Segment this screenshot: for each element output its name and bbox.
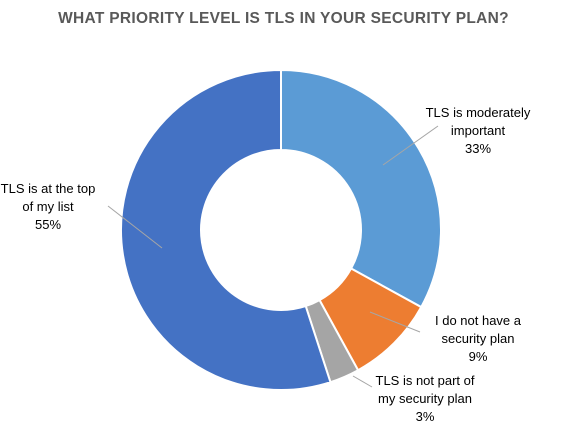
chart-title: WHAT PRIORITY LEVEL IS TLS IN YOUR SECUR… [58,10,509,27]
data-label-line: my security plan [378,391,472,406]
leader-line-tls-is-not-part-of-my-security-plan [352,375,373,388]
data-label-line: TLS is at the top [1,181,96,196]
data-label-line: of my list [22,199,74,214]
data-label-line: important [451,123,506,138]
data-label-percent: 3% [416,409,435,424]
data-label-line: TLS is not part of [376,373,475,388]
data-label-line: security plan [442,331,515,346]
data-label-percent: 55% [35,217,61,232]
leader-lines-layer [107,125,439,388]
data-label-percent: 33% [465,141,491,156]
data-label-line: I do not have a [435,313,522,328]
data-label-line: TLS is moderately [426,105,531,120]
data-label-percent: 9% [469,349,488,364]
leader-line-tls-is-at-the-top-of-my-list [107,205,163,249]
leader-line-i-do-not-have-a-security-plan [369,311,421,333]
data-label-i-do-not-have-a-security-plan: I do not have a security plan 9% [435,313,522,364]
donut-slice-tls-is-moderately-important [280,68,442,309]
donut-slice-tls-is-at-the-top-of-my-list [120,68,332,391]
slices-layer [120,68,442,391]
data-label-tls-is-not-part-of-my-security-plan: TLS is not part of my security plan 3% [376,373,475,424]
data-labels-layer: TLS is moderately important 33% I do not ha… [1,105,531,424]
leader-line-tls-is-moderately-important [382,125,439,166]
data-label-tls-is-moderately-important: TLS is moderately important 33% [426,105,531,156]
data-label-tls-is-at-the-top-of-my-list: TLS is at the top of my list 55% [1,181,96,232]
